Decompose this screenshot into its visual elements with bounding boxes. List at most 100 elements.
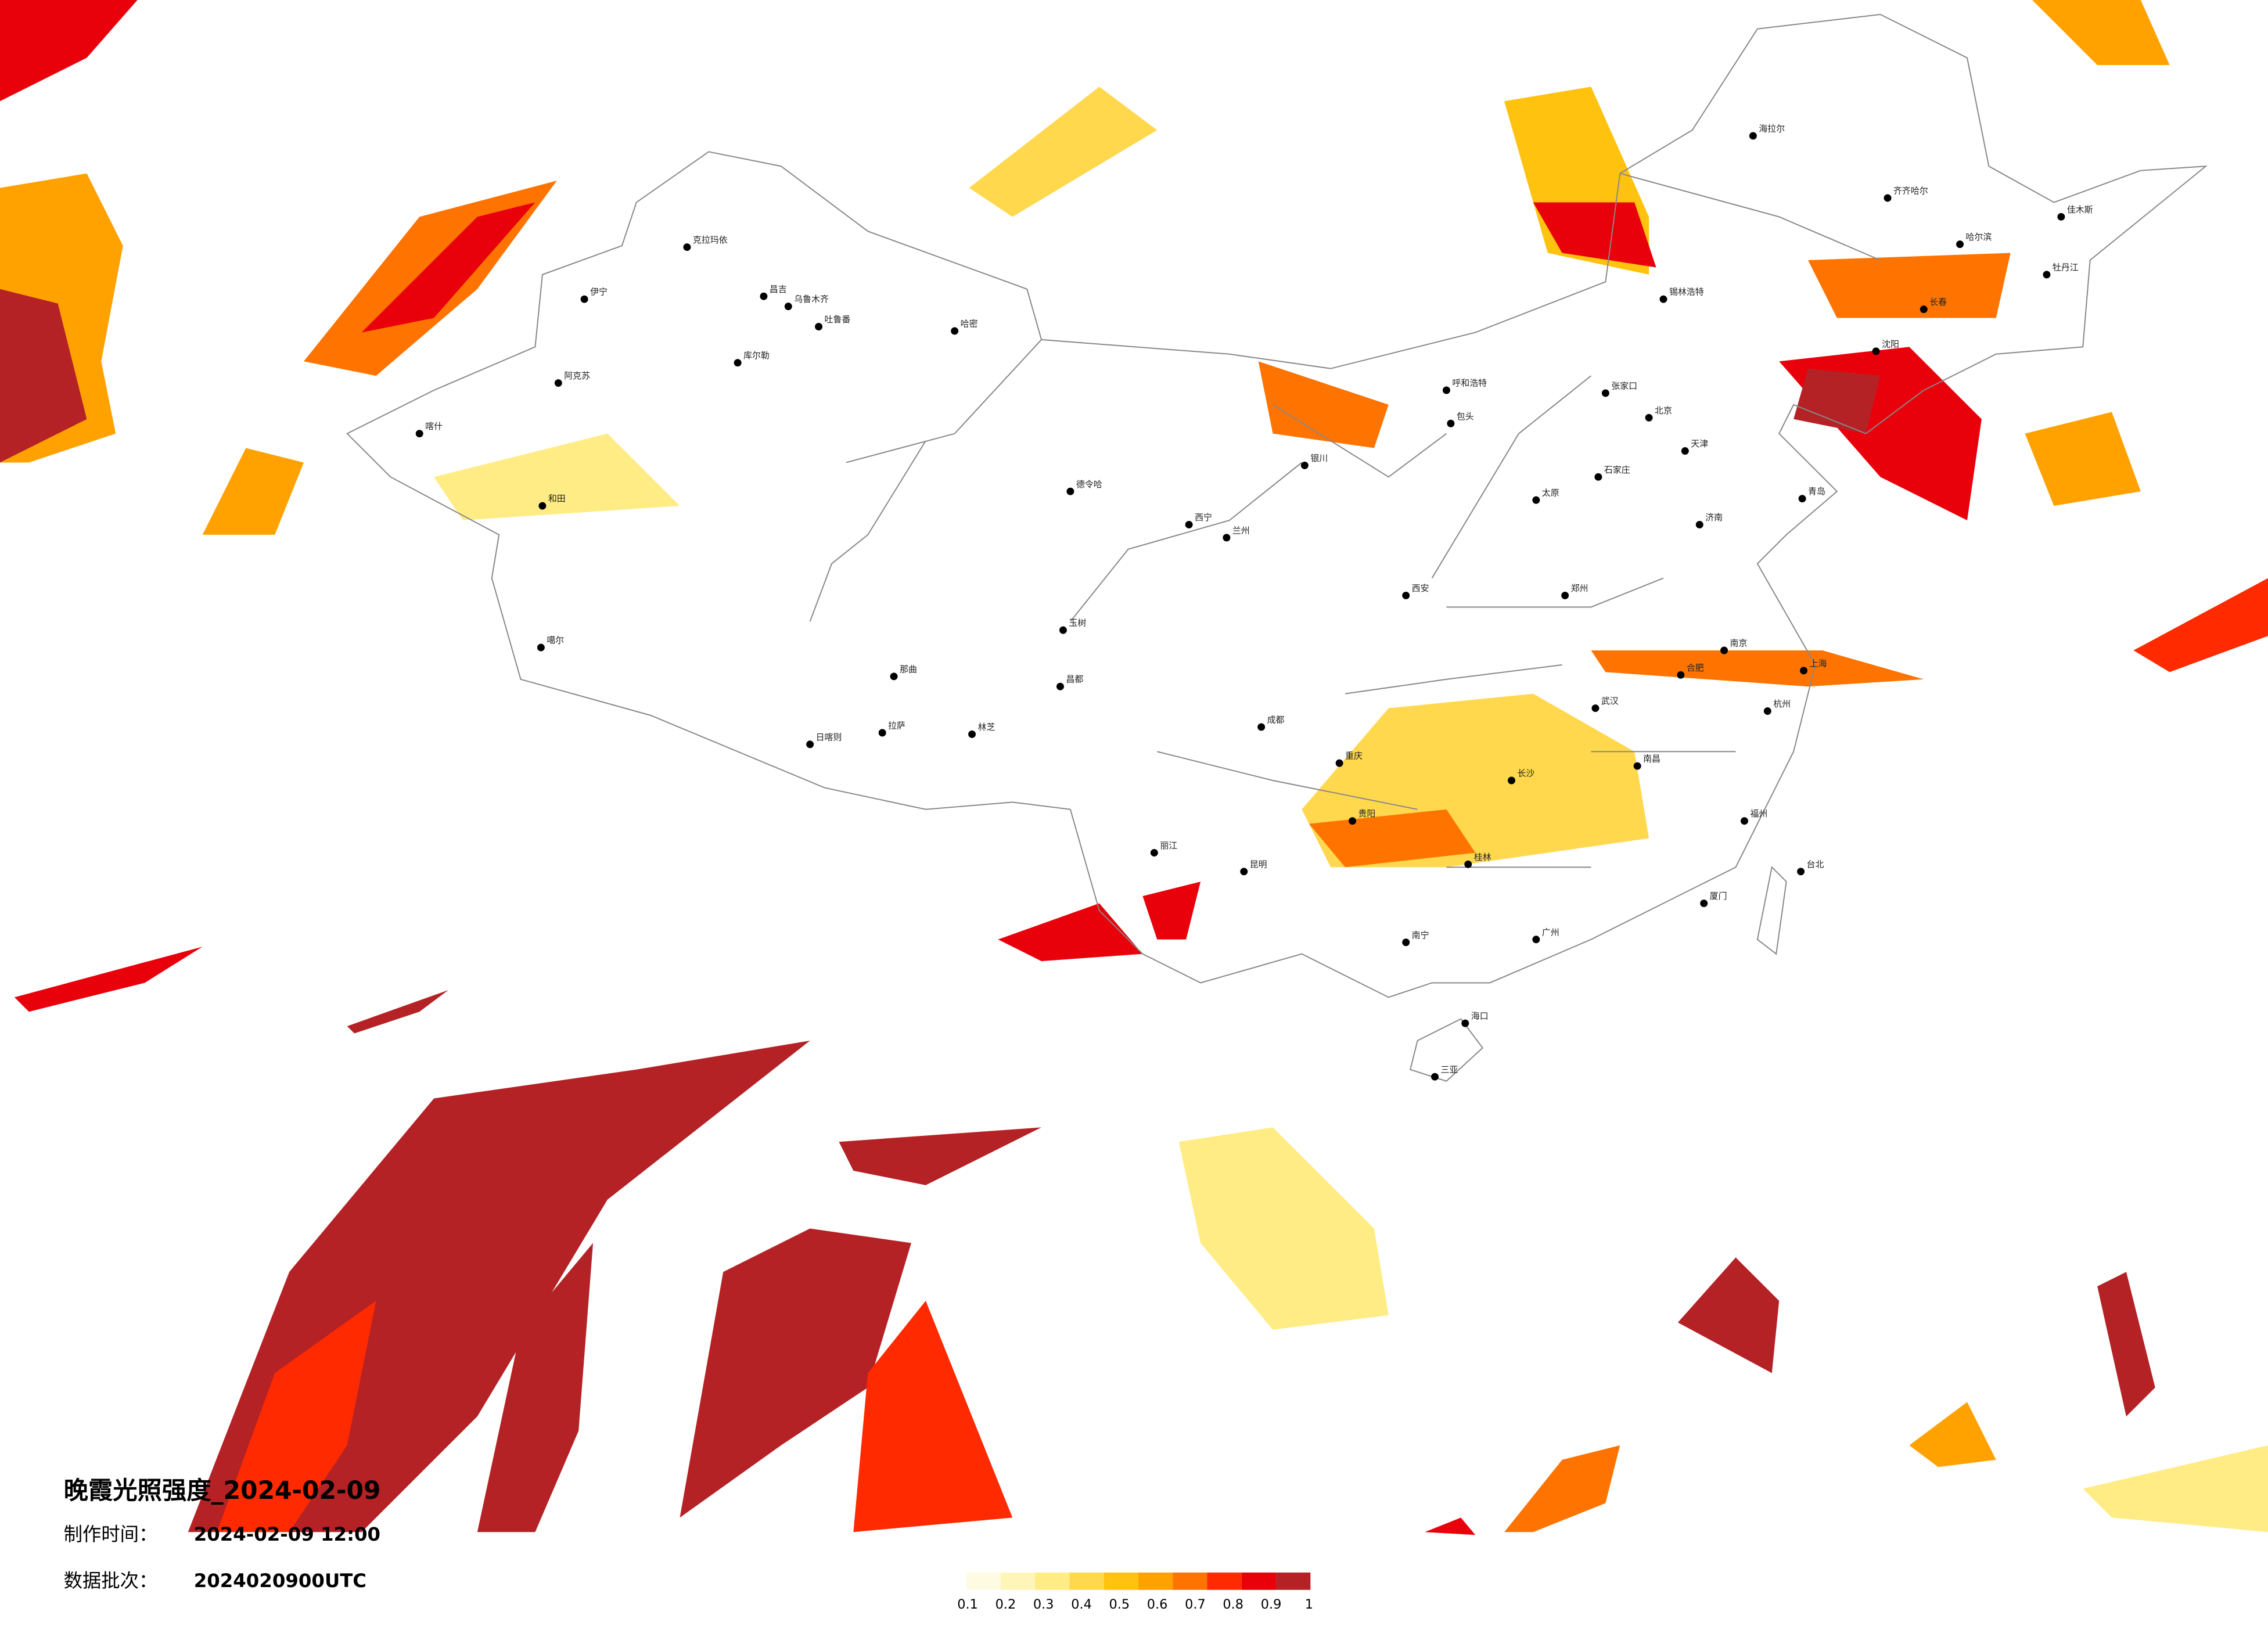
city-dot (1561, 591, 1569, 599)
data-batch-label: 数据批次： (64, 1570, 158, 1592)
city-dot (1056, 682, 1064, 690)
city-label: 拉萨 (888, 720, 905, 731)
legend-tick-label: 1 (1305, 1597, 1313, 1612)
city-dot (1402, 938, 1410, 947)
city-dot (1591, 704, 1600, 713)
heat-blob (434, 433, 680, 520)
heat-blob (680, 1228, 911, 1518)
city-label: 武汉 (1601, 696, 1619, 706)
city-label: 合肥 (1687, 663, 1704, 673)
city-label: 南宁 (1412, 930, 1429, 940)
city-label: 张家口 (1611, 381, 1637, 391)
city-dot (1740, 817, 1748, 825)
city-label: 日喀则 (816, 732, 842, 742)
legend-swatch (1069, 1572, 1104, 1590)
city-label: 银川 (1310, 453, 1328, 463)
city-dot (1700, 900, 1708, 908)
city-dot (1594, 473, 1602, 481)
city-label: 伊宁 (590, 287, 608, 297)
city-label: 呼和浩特 (1452, 378, 1487, 388)
city-dot (538, 502, 547, 510)
city-dot (1066, 487, 1074, 495)
city-dot (1532, 496, 1540, 504)
city-dot (2043, 271, 2051, 279)
heat-blob (2025, 412, 2141, 506)
island-border (1409, 1018, 1484, 1082)
city-label: 杭州 (1773, 699, 1791, 709)
city-label: 昆明 (1250, 859, 1267, 869)
city-label: 南昌 (1643, 754, 1660, 764)
city-label: 福州 (1750, 808, 1767, 819)
city-label: 三亚 (1440, 1064, 1458, 1075)
city-label: 兰州 (1232, 525, 1250, 535)
city-label: 昌都 (1066, 674, 1083, 685)
legend-tick-label: 0.9 (1261, 1597, 1282, 1612)
heat-blob (2133, 578, 2268, 672)
heat-blob (1591, 650, 1924, 687)
city-label: 丽江 (1160, 840, 1177, 851)
city-label: 锡林浩特 (1669, 287, 1704, 297)
production-time-label: 制作时间： (64, 1523, 158, 1545)
city-dot (1763, 707, 1771, 715)
province-border (809, 172, 1881, 868)
legend-swatch (1000, 1572, 1036, 1590)
heat-blob (1909, 1402, 1996, 1467)
city-dot (951, 327, 959, 335)
city-dot (1431, 1073, 1439, 1081)
production-time-value: 2024-02-09 12:00 (194, 1523, 380, 1545)
heat-blob (1533, 202, 1656, 268)
heat-blob (1425, 1517, 1476, 1535)
city-dot (1720, 646, 1728, 654)
city-dot (1257, 723, 1266, 731)
city-label: 南京 (1730, 638, 1748, 649)
city-label: 厦门 (1710, 891, 1727, 901)
heat-blob (1677, 1257, 1780, 1373)
data-batch-value: 2024020900UTC (194, 1570, 366, 1592)
city-dot (537, 643, 545, 652)
city-dot (1659, 295, 1667, 303)
heat-layer (0, 0, 2268, 1535)
legend-swatch (1173, 1572, 1207, 1590)
city-dot (1681, 447, 1689, 455)
heat-blob (853, 1301, 1013, 1533)
legend-tick-label: 0.3 (1033, 1597, 1054, 1612)
heat-blob (217, 1301, 376, 1533)
city-label: 佳木斯 (2067, 204, 2093, 215)
map-title: 晚霞光照强度_2024-02-09 (64, 1476, 381, 1505)
heat-blob (2083, 1445, 2268, 1533)
city-dot (1461, 1019, 1469, 1027)
city-dot (1633, 762, 1641, 770)
legend: 0.1 0.2 0.3 0.4 0.5 0.6 0.7 0.8 0.9 1 (957, 1572, 1313, 1612)
heat-blob (202, 448, 304, 535)
city-label: 昌吉 (770, 284, 787, 294)
city-label: 广州 (1542, 927, 1559, 937)
heat-blob (347, 990, 449, 1034)
legend-tick-label: 0.2 (995, 1597, 1016, 1612)
legend-swatch (1207, 1572, 1242, 1590)
heat-blob (361, 202, 535, 333)
city-label: 吐鲁番 (825, 314, 851, 325)
city-dot (734, 359, 742, 367)
city-dot (1464, 860, 1472, 868)
city-label: 长春 (1929, 297, 1947, 307)
city-label: 林芝 (978, 722, 995, 732)
city-label: 克拉玛依 (693, 235, 728, 245)
city-dot (1223, 534, 1231, 542)
legend-tick-label: 0.1 (957, 1597, 978, 1612)
city-dot (1240, 868, 1248, 876)
heat-blob (14, 947, 203, 1012)
city-dot (968, 730, 976, 738)
city-dot (815, 323, 823, 330)
borders (346, 13, 2208, 1082)
heat-blob (1808, 253, 2011, 318)
legend-tick-label: 0.4 (1071, 1597, 1092, 1612)
city-label: 成都 (1267, 714, 1285, 725)
city-dot (1300, 461, 1309, 469)
heat-blob (969, 87, 1158, 217)
city-dot (1749, 132, 1757, 140)
city-dot (1185, 520, 1193, 528)
heat-blob (0, 0, 138, 102)
city-dot (1150, 848, 1158, 857)
legend-swatch (1241, 1572, 1277, 1590)
city-dot (806, 740, 814, 749)
